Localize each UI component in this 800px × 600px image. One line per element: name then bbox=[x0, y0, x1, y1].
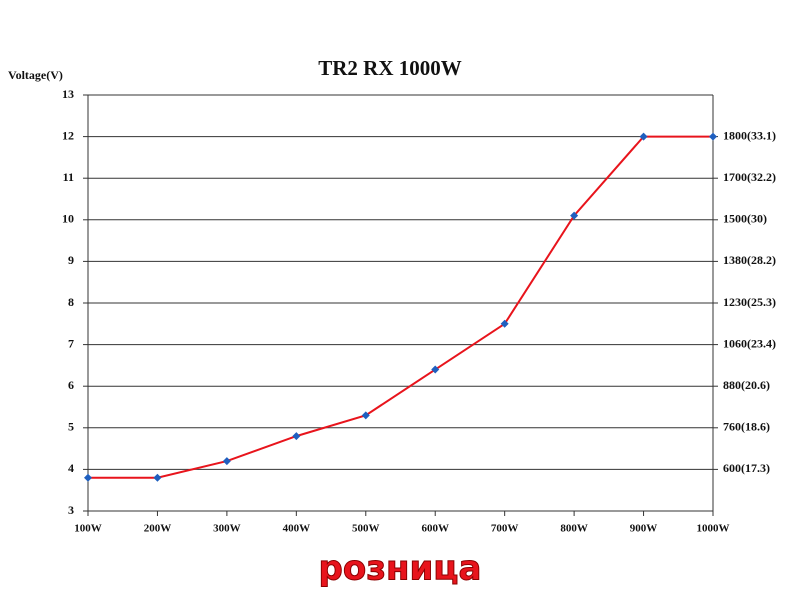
y2-tick-label: 1500(30) bbox=[723, 212, 767, 226]
y-tick-label: 3 bbox=[68, 503, 74, 517]
x-tick-label: 700W bbox=[491, 523, 519, 535]
y-tick-label: 12 bbox=[62, 128, 74, 142]
chart-title: TR2 RX 1000W bbox=[318, 56, 462, 80]
y-tick-label: 6 bbox=[68, 378, 74, 392]
y2-tick-label: 1230(25.3) bbox=[723, 295, 776, 309]
y-tick-label: 8 bbox=[68, 295, 74, 309]
x-tick-label: 500W bbox=[352, 523, 380, 535]
x-tick-label: 600W bbox=[421, 523, 449, 535]
data-point bbox=[500, 319, 509, 328]
x-tick-label: 200W bbox=[144, 523, 172, 535]
y-axis-label: Voltage(V) bbox=[8, 68, 63, 82]
y2-tick-label: 600(17.3) bbox=[723, 461, 770, 475]
y-tick-label: 9 bbox=[68, 253, 74, 267]
data-point bbox=[292, 432, 301, 441]
y-tick-label: 5 bbox=[68, 420, 74, 434]
x-tick-label: 1000W bbox=[697, 523, 730, 535]
x-tick-label: 800W bbox=[560, 523, 588, 535]
y-tick-label: 7 bbox=[68, 336, 74, 350]
x-tick-label: 400W bbox=[283, 523, 311, 535]
data-point bbox=[431, 365, 440, 374]
data-point bbox=[570, 211, 579, 220]
y2-tick-label: 1380(28.2) bbox=[723, 253, 776, 267]
y2-tick-label: 1060(23.4) bbox=[723, 336, 776, 350]
watermark-logo: розница bbox=[319, 549, 482, 589]
data-line bbox=[88, 135, 713, 479]
data-point bbox=[709, 132, 717, 141]
data-point bbox=[222, 457, 231, 466]
y2-tick-label: 1800(33.1) bbox=[723, 128, 776, 142]
x-tick-label: 100W bbox=[74, 523, 102, 535]
y-tick-label: 10 bbox=[62, 212, 74, 226]
data-point bbox=[639, 132, 648, 141]
x-tick-label: 300W bbox=[213, 523, 241, 535]
y2-tick-label: 1700(32.2) bbox=[723, 170, 776, 184]
data-point bbox=[84, 473, 92, 482]
data-point bbox=[361, 411, 370, 420]
y-tick-label: 13 bbox=[62, 87, 74, 101]
y-tick-label: 4 bbox=[68, 461, 74, 475]
data-point bbox=[153, 473, 162, 482]
y2-tick-label: 760(18.6) bbox=[723, 420, 770, 434]
x-tick-label: 900W bbox=[630, 523, 658, 535]
y2-tick-label: 880(20.6) bbox=[723, 378, 770, 392]
y-tick-label: 11 bbox=[63, 170, 74, 184]
